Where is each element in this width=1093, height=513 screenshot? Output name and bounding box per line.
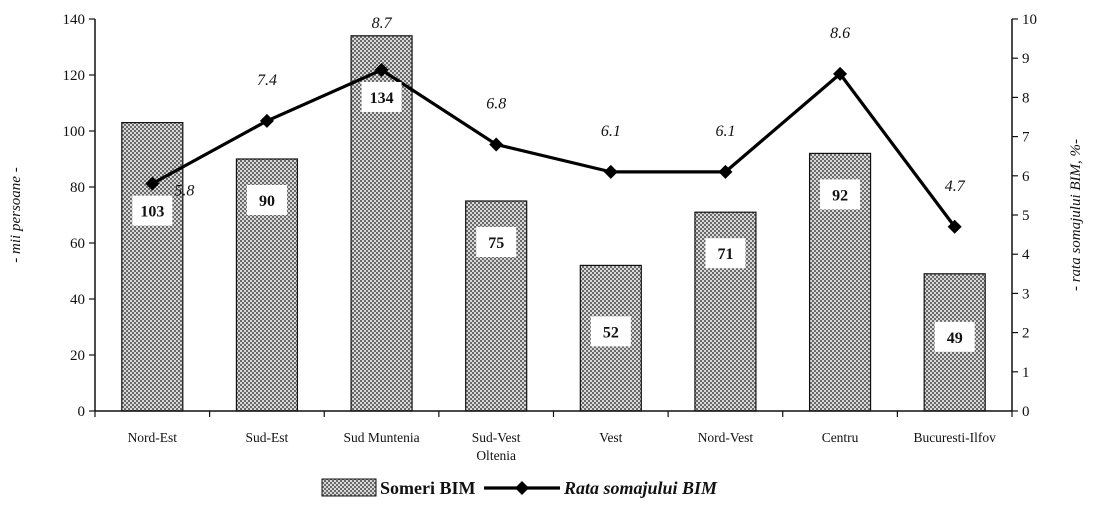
bar-label-box — [820, 179, 861, 210]
rate-value-label: 6.8 — [486, 95, 506, 112]
y2-axis-title: - rata somajului BIM, %- — [1068, 139, 1084, 291]
bar-label-box — [476, 227, 517, 257]
x-category-label: Nord-Est — [128, 430, 178, 445]
x-category-label: Sud Muntenia — [344, 430, 420, 445]
legend-marker-rate — [515, 481, 529, 495]
bar-label-box — [590, 316, 631, 347]
y2-tick-label: 0 — [1022, 404, 1030, 420]
x-category-label: Vest — [599, 430, 622, 445]
bar-label-box — [361, 81, 402, 112]
bar-label-box — [934, 321, 975, 352]
legend-swatch-bars — [321, 478, 377, 497]
y-tick-label: 140 — [63, 12, 86, 28]
y-tick-label: 100 — [63, 124, 86, 140]
bar-1 — [121, 121, 184, 412]
y2-tick-label: 3 — [1022, 286, 1030, 302]
y2-tick-label: 6 — [1022, 169, 1030, 185]
rate-point-7 — [833, 66, 848, 81]
y2-tick-label: 1 — [1022, 365, 1030, 381]
rate-point-8 — [947, 219, 962, 234]
rate-value-label: 8.6 — [830, 25, 850, 42]
y2-tick-label: 8 — [1022, 90, 1030, 106]
y-tick-label: 40 — [70, 292, 85, 308]
rate-point-5 — [603, 164, 618, 179]
y-axis-title: - mii persoane - — [8, 167, 24, 262]
bar-value-label: 71 — [717, 246, 733, 263]
bar-value-label: 92 — [832, 187, 848, 204]
x-category-label: Oltenia — [476, 448, 516, 463]
bar-value-label: 75 — [488, 235, 504, 252]
rate-value-label: 5.8 — [174, 183, 194, 200]
rate-value-label: 8.7 — [372, 15, 393, 32]
y-tick-label: 20 — [70, 348, 85, 364]
legend-label-rate: Rata somajului BIM — [563, 478, 718, 498]
rate-point-1 — [145, 176, 160, 191]
rate-line — [151, 68, 956, 228]
y2-tick-label: 5 — [1022, 208, 1030, 224]
rate-point-6 — [718, 164, 733, 179]
y2-tick-label: 4 — [1022, 247, 1030, 263]
rate-point-4 — [489, 137, 504, 152]
rate-value-label: 6.1 — [601, 123, 621, 140]
bar-value-label: 49 — [947, 330, 963, 347]
y-tick-label: 80 — [70, 180, 85, 196]
rate-point-2 — [259, 113, 274, 128]
bar-label-box — [705, 238, 746, 269]
x-category-label: Sud-Vest — [472, 430, 521, 445]
rate-value-label: 7.4 — [257, 72, 277, 89]
y2-tick-label: 2 — [1022, 326, 1030, 342]
y-tick-label: 60 — [70, 236, 85, 252]
rate-value-label: 4.7 — [945, 178, 966, 195]
x-category-label: Nord-Vest — [698, 430, 754, 445]
rate-value-label: 6.1 — [715, 123, 735, 140]
y2-tick-label: 9 — [1022, 51, 1030, 67]
y-tick-label: 0 — [78, 404, 86, 420]
y2-tick-label: 7 — [1022, 130, 1030, 146]
y2-tick-label: 10 — [1022, 12, 1037, 28]
bar-label-box — [246, 185, 287, 215]
rate-point-3 — [374, 62, 389, 77]
y-tick-label: 120 — [63, 68, 86, 84]
x-category-label: Sud-Est — [246, 430, 289, 445]
x-category-label: Bucuresti-Ilfov — [913, 430, 996, 445]
bar-value-label: 52 — [603, 324, 619, 341]
bar-value-label: 103 — [140, 204, 164, 221]
bar-value-label: 134 — [370, 90, 394, 107]
bar-label-box — [132, 195, 173, 226]
x-category-label: Centru — [822, 430, 859, 445]
bar-value-label: 90 — [259, 193, 275, 210]
legend-label-bars: Someri BIM — [380, 478, 475, 498]
